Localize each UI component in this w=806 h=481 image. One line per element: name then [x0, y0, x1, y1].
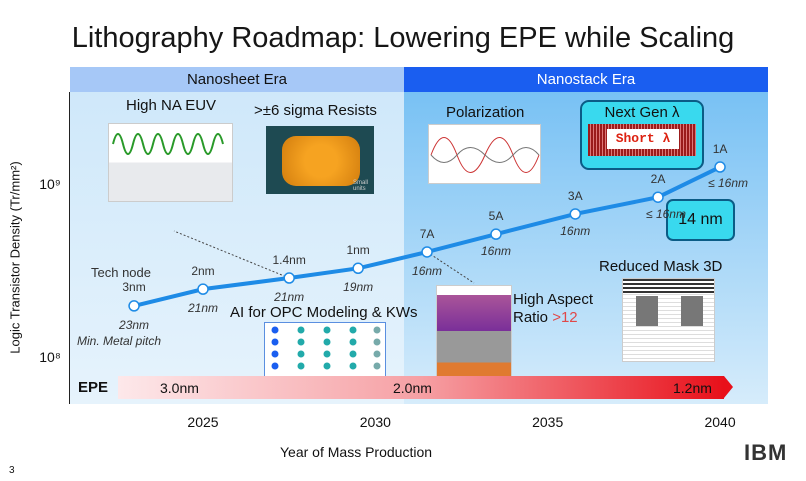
x-tick-label: 2040 — [704, 414, 736, 430]
absorber-icon — [681, 296, 703, 326]
pitch-label: ≤ 16nm — [646, 207, 686, 222]
data-point-1nm — [352, 262, 364, 275]
pitch-label: 16nm — [412, 263, 443, 278]
data-point-3A — [569, 208, 582, 220]
x-tick-label: 2025 — [187, 414, 219, 430]
mask-3d-image — [622, 278, 715, 362]
neural-net-icon — [271, 326, 381, 370]
node-label: 7A — [419, 226, 435, 241]
high-aspect-ratio-image — [436, 285, 512, 377]
node-label: 3A — [567, 188, 583, 203]
polarization-image — [428, 124, 541, 184]
pitch-label: 21nm — [187, 301, 219, 316]
epe-label: EPE — [78, 379, 109, 396]
polarized-wave-icon — [430, 137, 540, 173]
resists-image: Small units — [266, 126, 374, 194]
era-header-nanostack: Nanostack Era — [404, 67, 768, 92]
pitch-label: 16nm — [560, 223, 591, 238]
node-label: 1.4nm — [272, 253, 306, 267]
epe-value-2031: 2.0nm — [393, 380, 432, 396]
ratio-value: >12 — [552, 309, 578, 326]
data-point-2A — [652, 191, 664, 203]
y-tick-label: 10⁸ — [39, 349, 61, 365]
ai-opc-label: AI for OPC Modeling & KWs — [230, 304, 418, 321]
resist-caption: Small units — [353, 180, 369, 192]
node-label: 1A — [712, 142, 728, 157]
min-metal-pitch-label: Min. Metal pitch — [77, 334, 162, 348]
x-tick-label: 2035 — [532, 414, 564, 430]
slide-title: Lithography Roadmap: Lowering EPE while … — [71, 22, 735, 54]
pitch-label: 16nm — [480, 244, 511, 259]
data-point-1.4nm — [283, 272, 295, 284]
x-tick-label: 2030 — [359, 414, 391, 430]
node-label: 2A — [650, 172, 666, 187]
mask-layers-icon — [623, 279, 714, 293]
leader-line — [173, 230, 290, 279]
data-point-3nm — [128, 300, 140, 312]
resists-label: >±6 sigma Resists — [254, 102, 377, 119]
node-label: 2nm — [191, 264, 215, 279]
era-header-nanosheet: Nanosheet Era — [70, 67, 404, 92]
data-point-2nm — [197, 283, 209, 295]
pitch-label: 19nm — [343, 280, 374, 295]
epe-arrowhead — [724, 376, 733, 398]
data-point-1A — [714, 161, 726, 173]
pitch-14nm-box: 14 nm — [666, 199, 735, 241]
leader-line — [426, 251, 475, 284]
pitch-label: 21nm — [274, 290, 305, 304]
ratio-label: Ratio >12 — [513, 309, 578, 326]
x-axis-label: Year of Mass Production — [280, 444, 433, 460]
high-na-euv-image — [108, 123, 233, 202]
node-label: 1nm — [346, 243, 370, 258]
short-wavelength-label: Short λ — [607, 129, 679, 149]
ratio-text: Ratio — [513, 309, 549, 326]
tech-node-label: Tech node — [91, 265, 151, 280]
absorber-icon — [636, 296, 658, 326]
sine-wave-icon — [112, 133, 224, 155]
ibm-logo: IBM — [744, 440, 788, 465]
short-wave-icon: Short λ — [588, 124, 696, 156]
mask-3d-label: Reduced Mask 3D — [599, 258, 723, 275]
node-label: 5A — [488, 209, 504, 224]
next-gen-wavelength-box: Next Gen λ Short λ — [580, 100, 704, 170]
high-na-euv-label: High NA EUV — [126, 97, 217, 114]
pitch-label: 23nm — [119, 317, 150, 332]
next-gen-label: Next Gen λ — [604, 104, 680, 121]
high-aspect-label: High Aspect — [513, 291, 594, 308]
epe-bar — [118, 376, 724, 399]
data-point-5A — [490, 228, 502, 240]
polarization-label: Polarization — [446, 104, 525, 121]
y-axis-line — [69, 92, 70, 404]
pitch-label: ≤ 16nm — [708, 176, 749, 191]
epe-value-2025: 3.0nm — [160, 380, 199, 396]
particle-cluster-icon — [282, 136, 360, 186]
slide-number: 3 — [9, 465, 15, 476]
node-label: 3nm — [122, 279, 146, 294]
data-point-7A — [421, 246, 433, 258]
epe-value-2040: 1.2nm — [673, 380, 712, 396]
y-tick-label: 10⁹ — [39, 176, 61, 192]
